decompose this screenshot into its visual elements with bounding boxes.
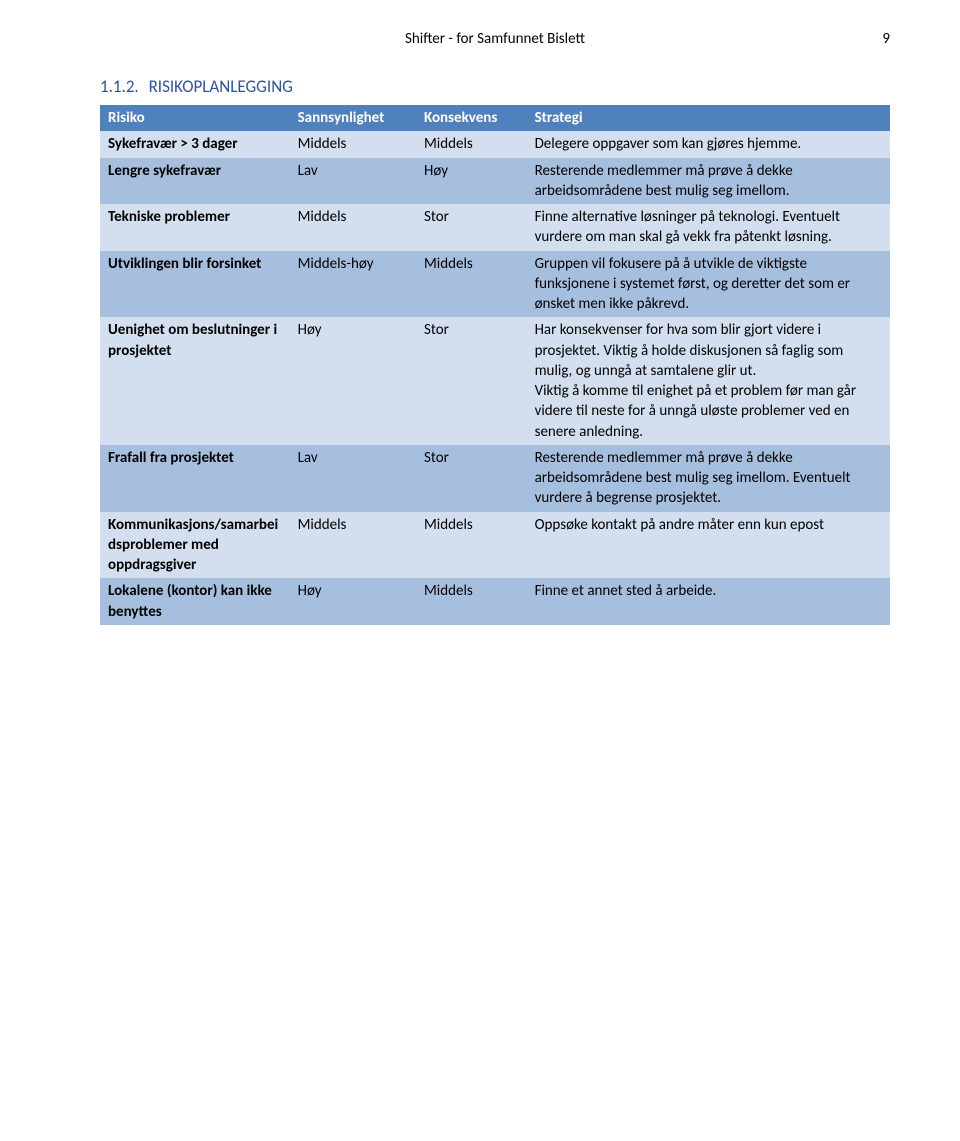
cell-sannsynlighet: Middels [290, 512, 416, 579]
section-title: RISIKOPLANLEGGING [149, 76, 293, 97]
cell-risiko: Uenighet om beslutninger i prosjektet [100, 317, 290, 445]
cell-sannsynlighet: Middels-høy [290, 251, 416, 318]
page-header: Shifter - for Samfunnet Bislett 9 [100, 30, 890, 48]
table-row: Kommunikasjons/samarbeidsproblemer med o… [100, 512, 890, 579]
cell-konsekvens: Middels [416, 578, 527, 625]
cell-risiko: Kommunikasjons/samarbeidsproblemer med o… [100, 512, 290, 579]
cell-risiko: Tekniske problemer [100, 204, 290, 251]
risk-table: Risiko Sannsynlighet Konsekvens Strategi… [100, 105, 890, 625]
table-row: Uenighet om beslutninger i prosjektetHøy… [100, 317, 890, 445]
cell-risiko: Sykefravær > 3 dager [100, 131, 290, 157]
col-header-konsekvens: Konsekvens [416, 105, 527, 131]
cell-strategi: Gruppen vil fokusere på å utvikle de vik… [527, 251, 890, 318]
cell-sannsynlighet: Lav [290, 445, 416, 512]
cell-sannsynlighet: Høy [290, 317, 416, 445]
cell-strategi: Delegere oppgaver som kan gjøres hjemme. [527, 131, 890, 157]
section-number: 1.1.2. [100, 76, 139, 97]
cell-risiko: Lokalene (kontor) kan ikke benyttes [100, 578, 290, 625]
cell-sannsynlighet: Høy [290, 578, 416, 625]
cell-risiko: Lengre sykefravær [100, 158, 290, 205]
cell-strategi: Oppsøke kontakt på andre måter enn kun e… [527, 512, 890, 579]
col-header-strategi: Strategi [527, 105, 890, 131]
page-number: 9 [882, 30, 890, 48]
page: Shifter - for Samfunnet Bislett 9 1.1.2.… [0, 0, 960, 665]
cell-strategi: Har konsekvenser for hva som blir gjort … [527, 317, 890, 445]
cell-konsekvens: Stor [416, 317, 527, 445]
col-header-sannsynlighet: Sannsynlighet [290, 105, 416, 131]
cell-strategi: Resterende medlemmer må prøve å dekke ar… [527, 158, 890, 205]
cell-sannsynlighet: Lav [290, 158, 416, 205]
table-row: Sykefravær > 3 dagerMiddelsMiddelsDelege… [100, 131, 890, 157]
section-heading: 1.1.2. RISIKOPLANLEGGING [100, 76, 890, 97]
cell-konsekvens: Stor [416, 204, 527, 251]
table-row: Lokalene (kontor) kan ikke benyttesHøyMi… [100, 578, 890, 625]
cell-sannsynlighet: Middels [290, 204, 416, 251]
header-title: Shifter - for Samfunnet Bislett [405, 30, 585, 48]
cell-sannsynlighet: Middels [290, 131, 416, 157]
cell-risiko: Frafall fra prosjektet [100, 445, 290, 512]
table-row: Frafall fra prosjektetLavStorResterende … [100, 445, 890, 512]
cell-konsekvens: Middels [416, 512, 527, 579]
table-row: Utviklingen blir forsinketMiddels-høyMid… [100, 251, 890, 318]
table-row: Lengre sykefraværLavHøyResterende medlem… [100, 158, 890, 205]
cell-konsekvens: Høy [416, 158, 527, 205]
cell-strategi: Finne alternative løsninger på teknologi… [527, 204, 890, 251]
cell-konsekvens: Middels [416, 251, 527, 318]
cell-strategi: Resterende medlemmer må prøve å dekke ar… [527, 445, 890, 512]
cell-strategi: Finne et annet sted å arbeide. [527, 578, 890, 625]
cell-konsekvens: Middels [416, 131, 527, 157]
table-row: Tekniske problemerMiddelsStorFinne alter… [100, 204, 890, 251]
cell-risiko: Utviklingen blir forsinket [100, 251, 290, 318]
cell-konsekvens: Stor [416, 445, 527, 512]
col-header-risiko: Risiko [100, 105, 290, 131]
table-header-row: Risiko Sannsynlighet Konsekvens Strategi [100, 105, 890, 131]
